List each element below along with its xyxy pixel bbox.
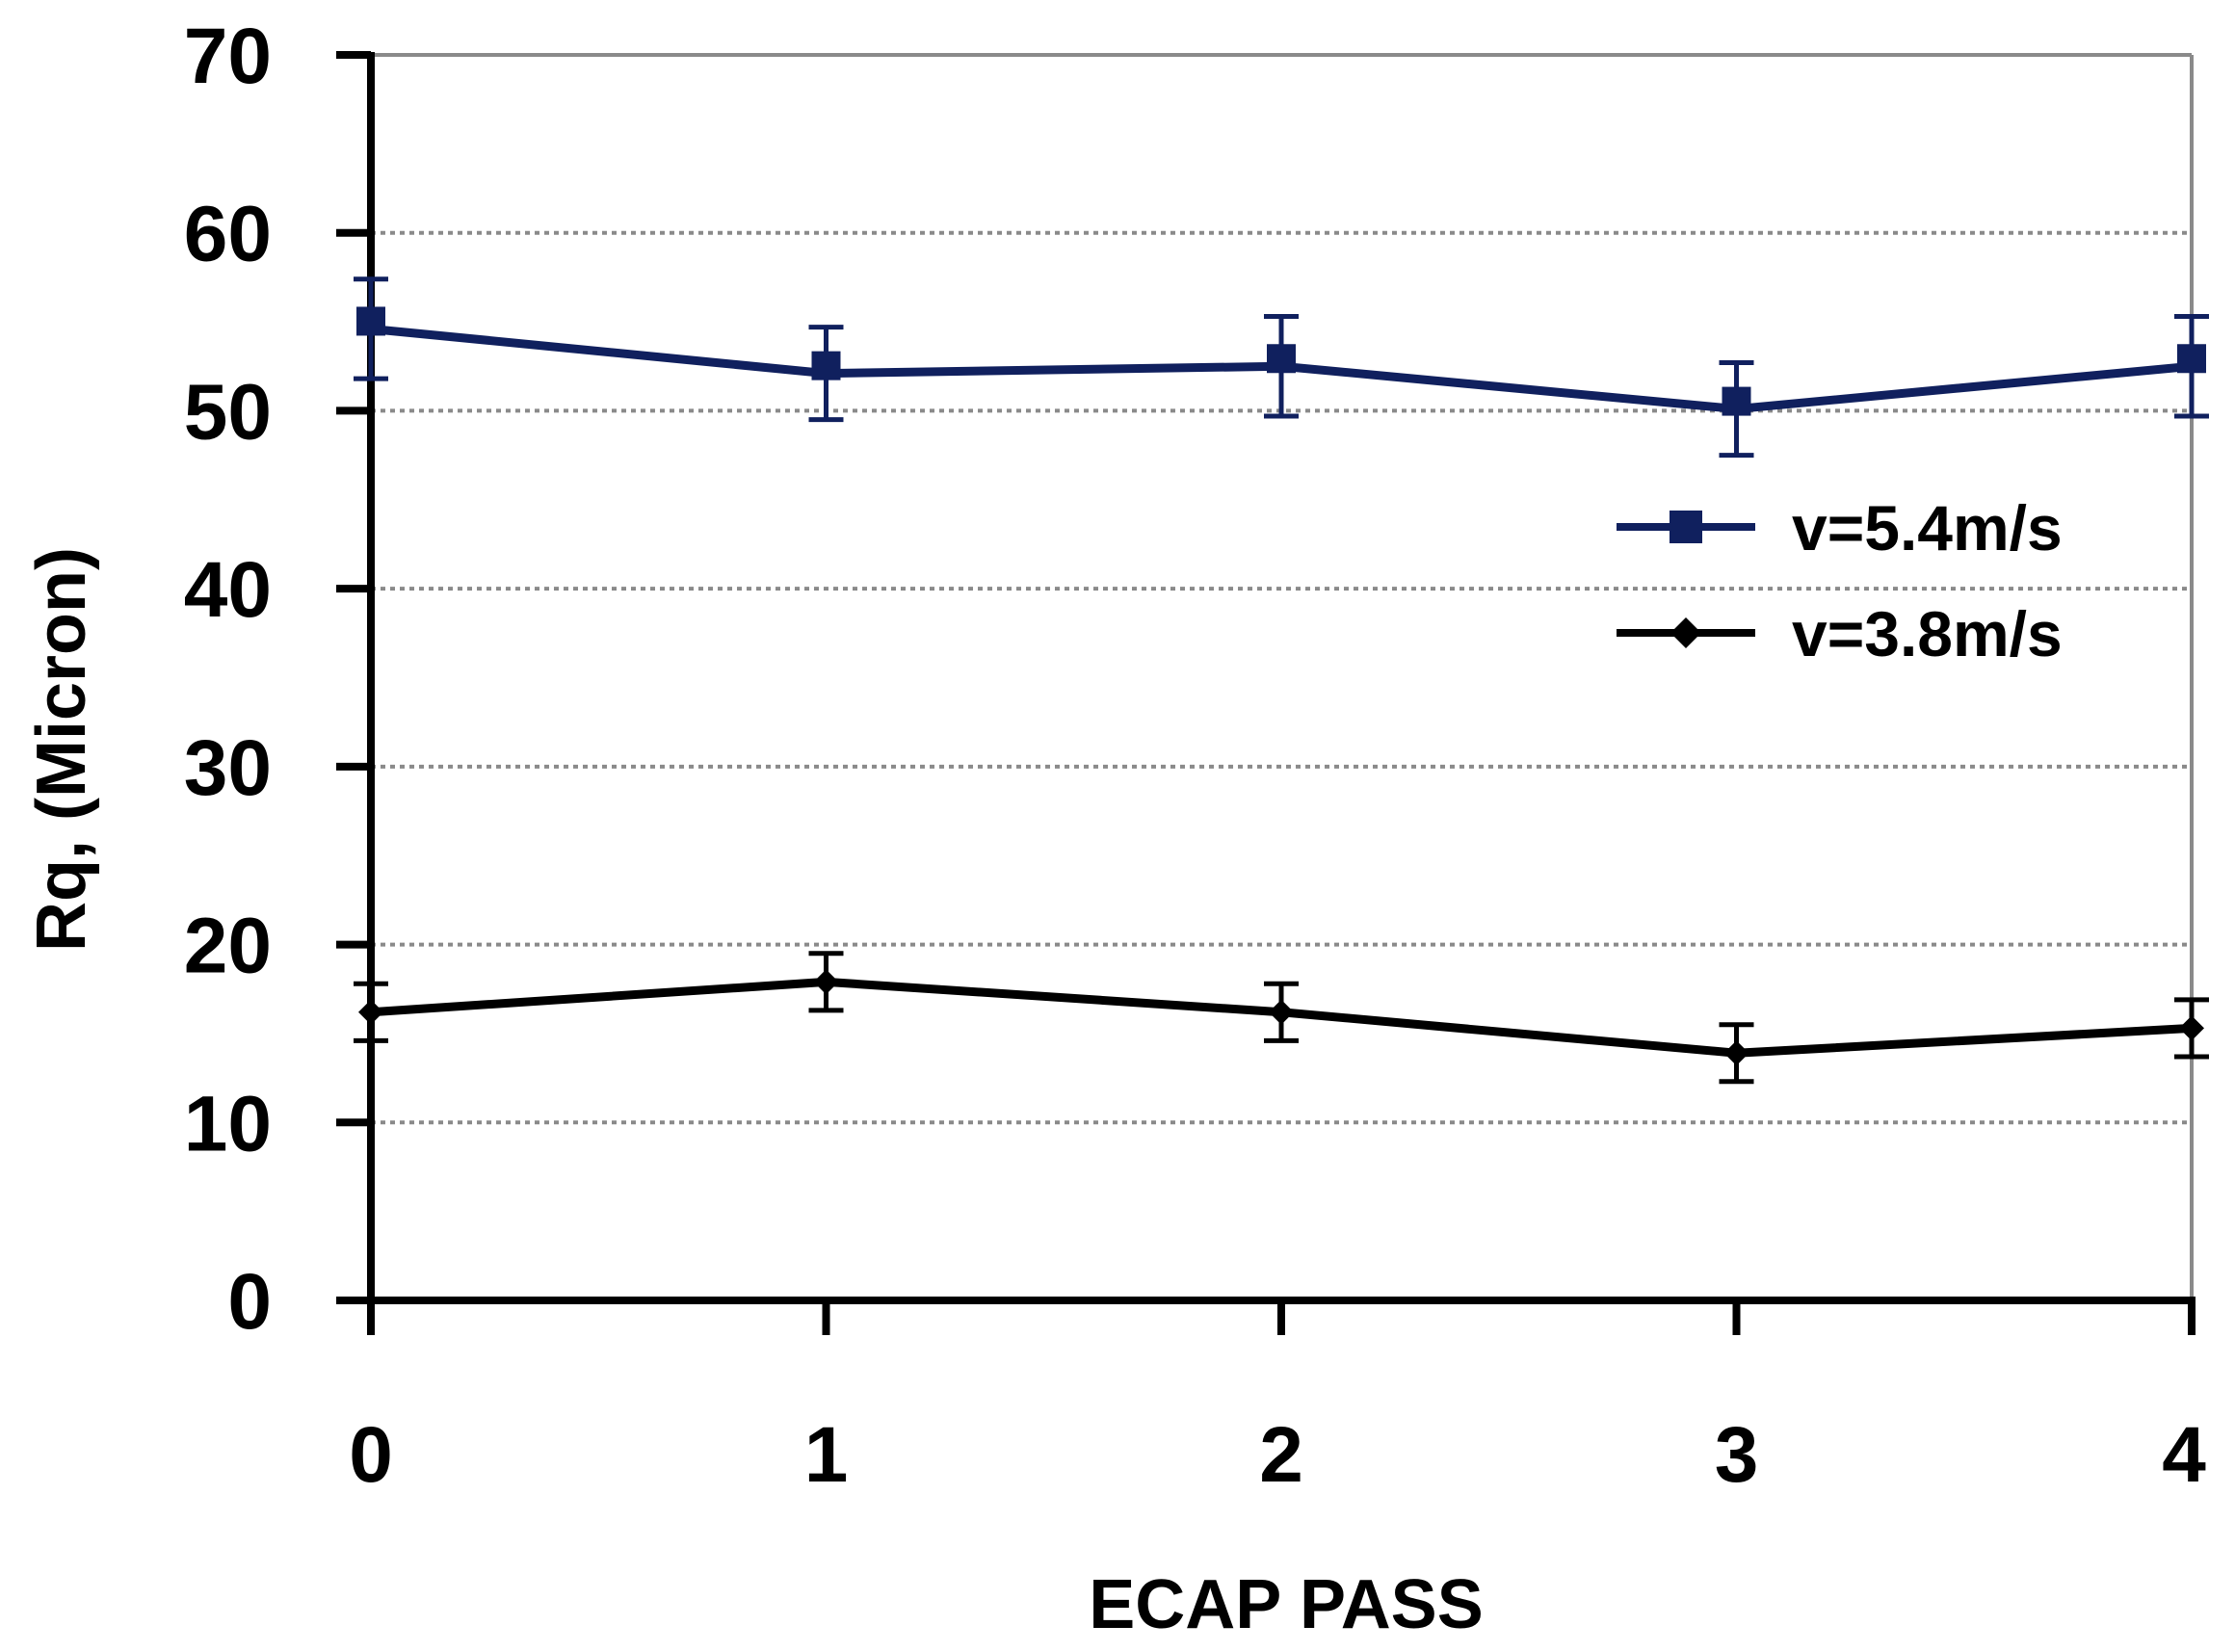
legend-entry-series-1: v=5.4m/s	[1617, 492, 2063, 564]
data-point-diamond	[2179, 1015, 2204, 1041]
data-point-diamond	[1723, 1040, 1749, 1066]
y-tick-label: 50	[184, 368, 272, 456]
y-tick-label: 30	[184, 724, 272, 812]
axes	[336, 51, 2196, 1335]
data-point-square	[2177, 344, 2206, 374]
y-tick-label: 60	[184, 191, 272, 278]
x-tick-label: 0	[349, 1411, 393, 1499]
y-tick-label: 20	[184, 903, 272, 990]
series-1	[354, 276, 2209, 459]
legend-marker-diamond	[1670, 617, 1701, 648]
y-tick-label: 40	[184, 546, 272, 634]
legend-label-series-1: v=5.4m/s	[1792, 492, 2063, 564]
series-2	[354, 951, 2209, 1085]
x-tick-label: 3	[1715, 1411, 1759, 1499]
x-tick-label: 4	[2162, 1411, 2206, 1499]
x-tick-labels: 0 1 2 3 4	[349, 1411, 2206, 1499]
legend-label-series-2: v=3.8m/s	[1792, 598, 2063, 669]
data-point-square	[356, 306, 385, 336]
legend-marker-square	[1670, 511, 1702, 543]
x-tick-label: 1	[804, 1411, 849, 1499]
data-point-square	[1722, 386, 1751, 416]
y-tick-label: 70	[184, 13, 272, 100]
data-point-square	[1267, 344, 1296, 374]
data-point-diamond	[813, 969, 839, 995]
y-tick-label: 10	[184, 1080, 272, 1167]
legend: v=5.4m/s v=3.8m/s	[1617, 492, 2063, 669]
data-point-diamond	[1269, 999, 1294, 1025]
data-point-diamond	[358, 999, 383, 1025]
y-axis-title: Rq, (Micron)	[23, 547, 100, 952]
y-tick-labels: 0 10 20 30 40 50 60 70	[184, 13, 272, 1346]
legend-entry-series-2: v=3.8m/s	[1617, 598, 2063, 669]
x-axis-title: ECAP PASS	[1089, 1566, 1483, 1643]
data-series	[354, 276, 2209, 1085]
y-tick-label: 0	[227, 1258, 272, 1346]
data-point-square	[811, 351, 841, 380]
x-tick-label: 2	[1259, 1411, 1303, 1499]
